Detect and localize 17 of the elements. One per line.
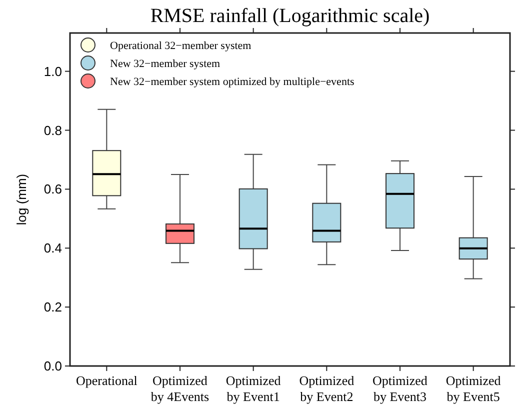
y-tick-label: 0.2 <box>44 300 62 315</box>
y-tick-label: 0.6 <box>44 182 62 197</box>
legend-label: New 32−member system <box>110 58 221 70</box>
y-tick-label: 0.4 <box>44 240 62 256</box>
legend-label: New 32−member system optimized by multiple−events <box>110 76 354 88</box>
x-tick-label: Optimized by Event1 <box>226 373 282 404</box>
x-tick-label: Optimized by Event2 <box>299 373 355 404</box>
y-tick-label: 1.0 <box>44 64 62 79</box>
x-tick-label: Optimized by 4Events <box>150 373 210 404</box>
y-axis-title: log (mm) <box>14 174 29 226</box>
x-tick-label: Optimized by Event3 <box>372 373 428 404</box>
y-tick-label: 0.8 <box>44 122 62 138</box>
x-tick-label: Operational <box>76 373 138 388</box>
legend-label: Operational 32−member system <box>110 40 252 52</box>
y-tick-label: 0.0 <box>44 358 62 374</box>
x-tick-label: Optimized by Event5 <box>446 373 502 404</box>
chart-title: RMSE rainfall (Logarithmic scale) <box>150 5 430 27</box>
